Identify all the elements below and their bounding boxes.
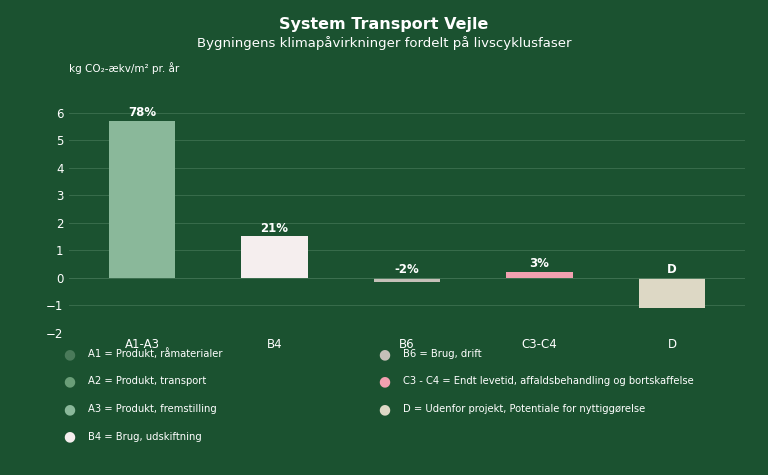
Text: System Transport Vejle: System Transport Vejle: [280, 17, 488, 32]
Text: 78%: 78%: [128, 106, 156, 119]
Text: A1 = Produkt, råmaterialer: A1 = Produkt, råmaterialer: [88, 349, 223, 359]
Text: Bygningens klimapåvirkninger fordelt på livscyklusfaser: Bygningens klimapåvirkninger fordelt på …: [197, 36, 571, 49]
Bar: [241, 237, 308, 277]
Text: ●: ●: [63, 347, 75, 361]
Text: C3 - C4 = Endt levetid, affaldsbehandling og bortskaffelse: C3 - C4 = Endt levetid, affaldsbehandlin…: [403, 376, 694, 387]
Text: ●: ●: [63, 429, 75, 444]
Text: ●: ●: [378, 374, 390, 389]
Text: ●: ●: [378, 402, 390, 416]
Text: B6 = Brug, drift: B6 = Brug, drift: [403, 349, 482, 359]
Bar: [374, 277, 440, 282]
Text: D: D: [667, 263, 677, 275]
Text: -2%: -2%: [395, 263, 419, 275]
Bar: [109, 121, 175, 277]
Text: D = Udenfor projekt, Potentiale for nyttiggørelse: D = Udenfor projekt, Potentiale for nytt…: [403, 404, 645, 414]
Text: ●: ●: [378, 347, 390, 361]
Text: kg CO₂-ækv/m² pr. år: kg CO₂-ækv/m² pr. år: [69, 62, 180, 74]
Text: ●: ●: [63, 402, 75, 416]
Text: ●: ●: [63, 374, 75, 389]
Bar: [639, 277, 705, 308]
Text: 3%: 3%: [530, 256, 549, 270]
Text: A3 = Produkt, fremstilling: A3 = Produkt, fremstilling: [88, 404, 217, 414]
Bar: [506, 272, 573, 277]
Text: A2 = Produkt, transport: A2 = Produkt, transport: [88, 376, 207, 387]
Text: 21%: 21%: [260, 221, 289, 235]
Text: B4 = Brug, udskiftning: B4 = Brug, udskiftning: [88, 431, 202, 442]
